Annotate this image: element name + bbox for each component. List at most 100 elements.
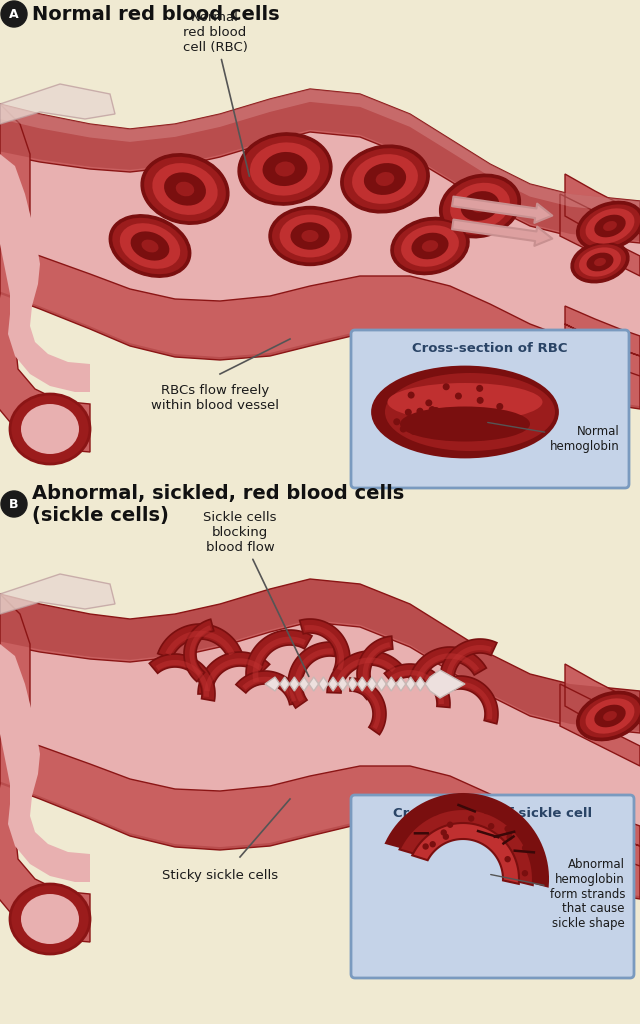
Ellipse shape (595, 215, 626, 238)
Circle shape (394, 419, 399, 425)
Circle shape (509, 827, 514, 833)
Ellipse shape (571, 242, 629, 283)
Ellipse shape (21, 404, 79, 454)
Polygon shape (409, 647, 486, 683)
Ellipse shape (238, 133, 332, 205)
Polygon shape (0, 89, 640, 243)
Ellipse shape (10, 394, 90, 464)
Polygon shape (0, 154, 90, 392)
Polygon shape (0, 579, 640, 731)
Text: Sticky sickle cells: Sticky sickle cells (162, 869, 278, 882)
Circle shape (433, 432, 438, 437)
Polygon shape (0, 84, 115, 124)
Circle shape (522, 870, 527, 876)
Polygon shape (363, 642, 390, 693)
Ellipse shape (164, 172, 206, 206)
Ellipse shape (250, 142, 320, 196)
Ellipse shape (343, 147, 428, 211)
Polygon shape (0, 622, 640, 842)
Polygon shape (157, 624, 243, 658)
Polygon shape (242, 677, 296, 701)
Polygon shape (265, 670, 465, 698)
Circle shape (433, 810, 438, 815)
Ellipse shape (269, 207, 351, 265)
Ellipse shape (391, 217, 469, 274)
Circle shape (497, 403, 502, 410)
Ellipse shape (109, 215, 191, 278)
Polygon shape (0, 734, 640, 899)
Ellipse shape (376, 172, 394, 186)
Ellipse shape (280, 215, 340, 257)
Ellipse shape (586, 208, 634, 244)
Ellipse shape (393, 219, 467, 272)
Circle shape (511, 417, 517, 423)
Polygon shape (416, 653, 479, 680)
Polygon shape (236, 671, 303, 705)
Polygon shape (352, 683, 381, 729)
Polygon shape (0, 579, 640, 733)
Ellipse shape (275, 162, 295, 176)
Ellipse shape (141, 240, 159, 253)
FancyBboxPatch shape (351, 330, 629, 488)
Polygon shape (0, 574, 115, 614)
Circle shape (457, 800, 462, 805)
Polygon shape (447, 676, 498, 724)
Polygon shape (386, 794, 548, 887)
Polygon shape (0, 132, 640, 352)
Circle shape (507, 835, 512, 840)
Ellipse shape (385, 373, 555, 451)
Ellipse shape (387, 383, 543, 421)
Polygon shape (333, 657, 396, 690)
Circle shape (469, 427, 475, 432)
Polygon shape (294, 648, 333, 701)
Circle shape (408, 392, 414, 398)
Text: Abnormal
hemoglobin
form strands
that cause
sickle shape: Abnormal hemoglobin form strands that ca… (491, 857, 625, 931)
Ellipse shape (131, 231, 170, 261)
Polygon shape (327, 651, 403, 693)
Ellipse shape (401, 225, 459, 266)
Polygon shape (565, 796, 640, 866)
Circle shape (523, 846, 527, 851)
Polygon shape (560, 664, 640, 766)
Ellipse shape (412, 232, 449, 259)
Circle shape (406, 410, 411, 415)
Polygon shape (0, 89, 640, 241)
Circle shape (489, 823, 493, 828)
Circle shape (1, 490, 27, 517)
Ellipse shape (577, 691, 640, 740)
Polygon shape (399, 809, 533, 885)
Circle shape (445, 422, 451, 428)
Text: Sickle cells
blocking
blood flow: Sickle cells blocking blood flow (204, 511, 309, 677)
Text: Cross-section of sickle cell: Cross-section of sickle cell (393, 807, 592, 820)
Polygon shape (560, 664, 640, 766)
Text: Normal
hemoglobin: Normal hemoglobin (488, 423, 620, 453)
Ellipse shape (21, 894, 79, 944)
Ellipse shape (586, 253, 614, 271)
Ellipse shape (141, 154, 229, 224)
Circle shape (1, 1, 27, 27)
FancyArrowPatch shape (452, 197, 552, 223)
Circle shape (433, 408, 438, 414)
Polygon shape (0, 89, 640, 214)
Polygon shape (565, 306, 640, 376)
Polygon shape (165, 631, 235, 655)
Polygon shape (204, 658, 263, 691)
Text: B: B (9, 498, 19, 511)
Polygon shape (189, 626, 211, 676)
Ellipse shape (422, 241, 438, 252)
Polygon shape (198, 652, 269, 694)
Ellipse shape (10, 884, 90, 954)
Ellipse shape (301, 230, 319, 242)
Ellipse shape (573, 244, 627, 281)
Polygon shape (560, 174, 640, 276)
Ellipse shape (603, 221, 617, 231)
Ellipse shape (442, 176, 518, 236)
Ellipse shape (120, 223, 180, 269)
Circle shape (430, 842, 435, 847)
Circle shape (535, 867, 540, 872)
Circle shape (479, 429, 484, 435)
Polygon shape (357, 636, 393, 699)
Polygon shape (246, 630, 312, 687)
Polygon shape (0, 292, 640, 409)
Polygon shape (300, 620, 350, 676)
